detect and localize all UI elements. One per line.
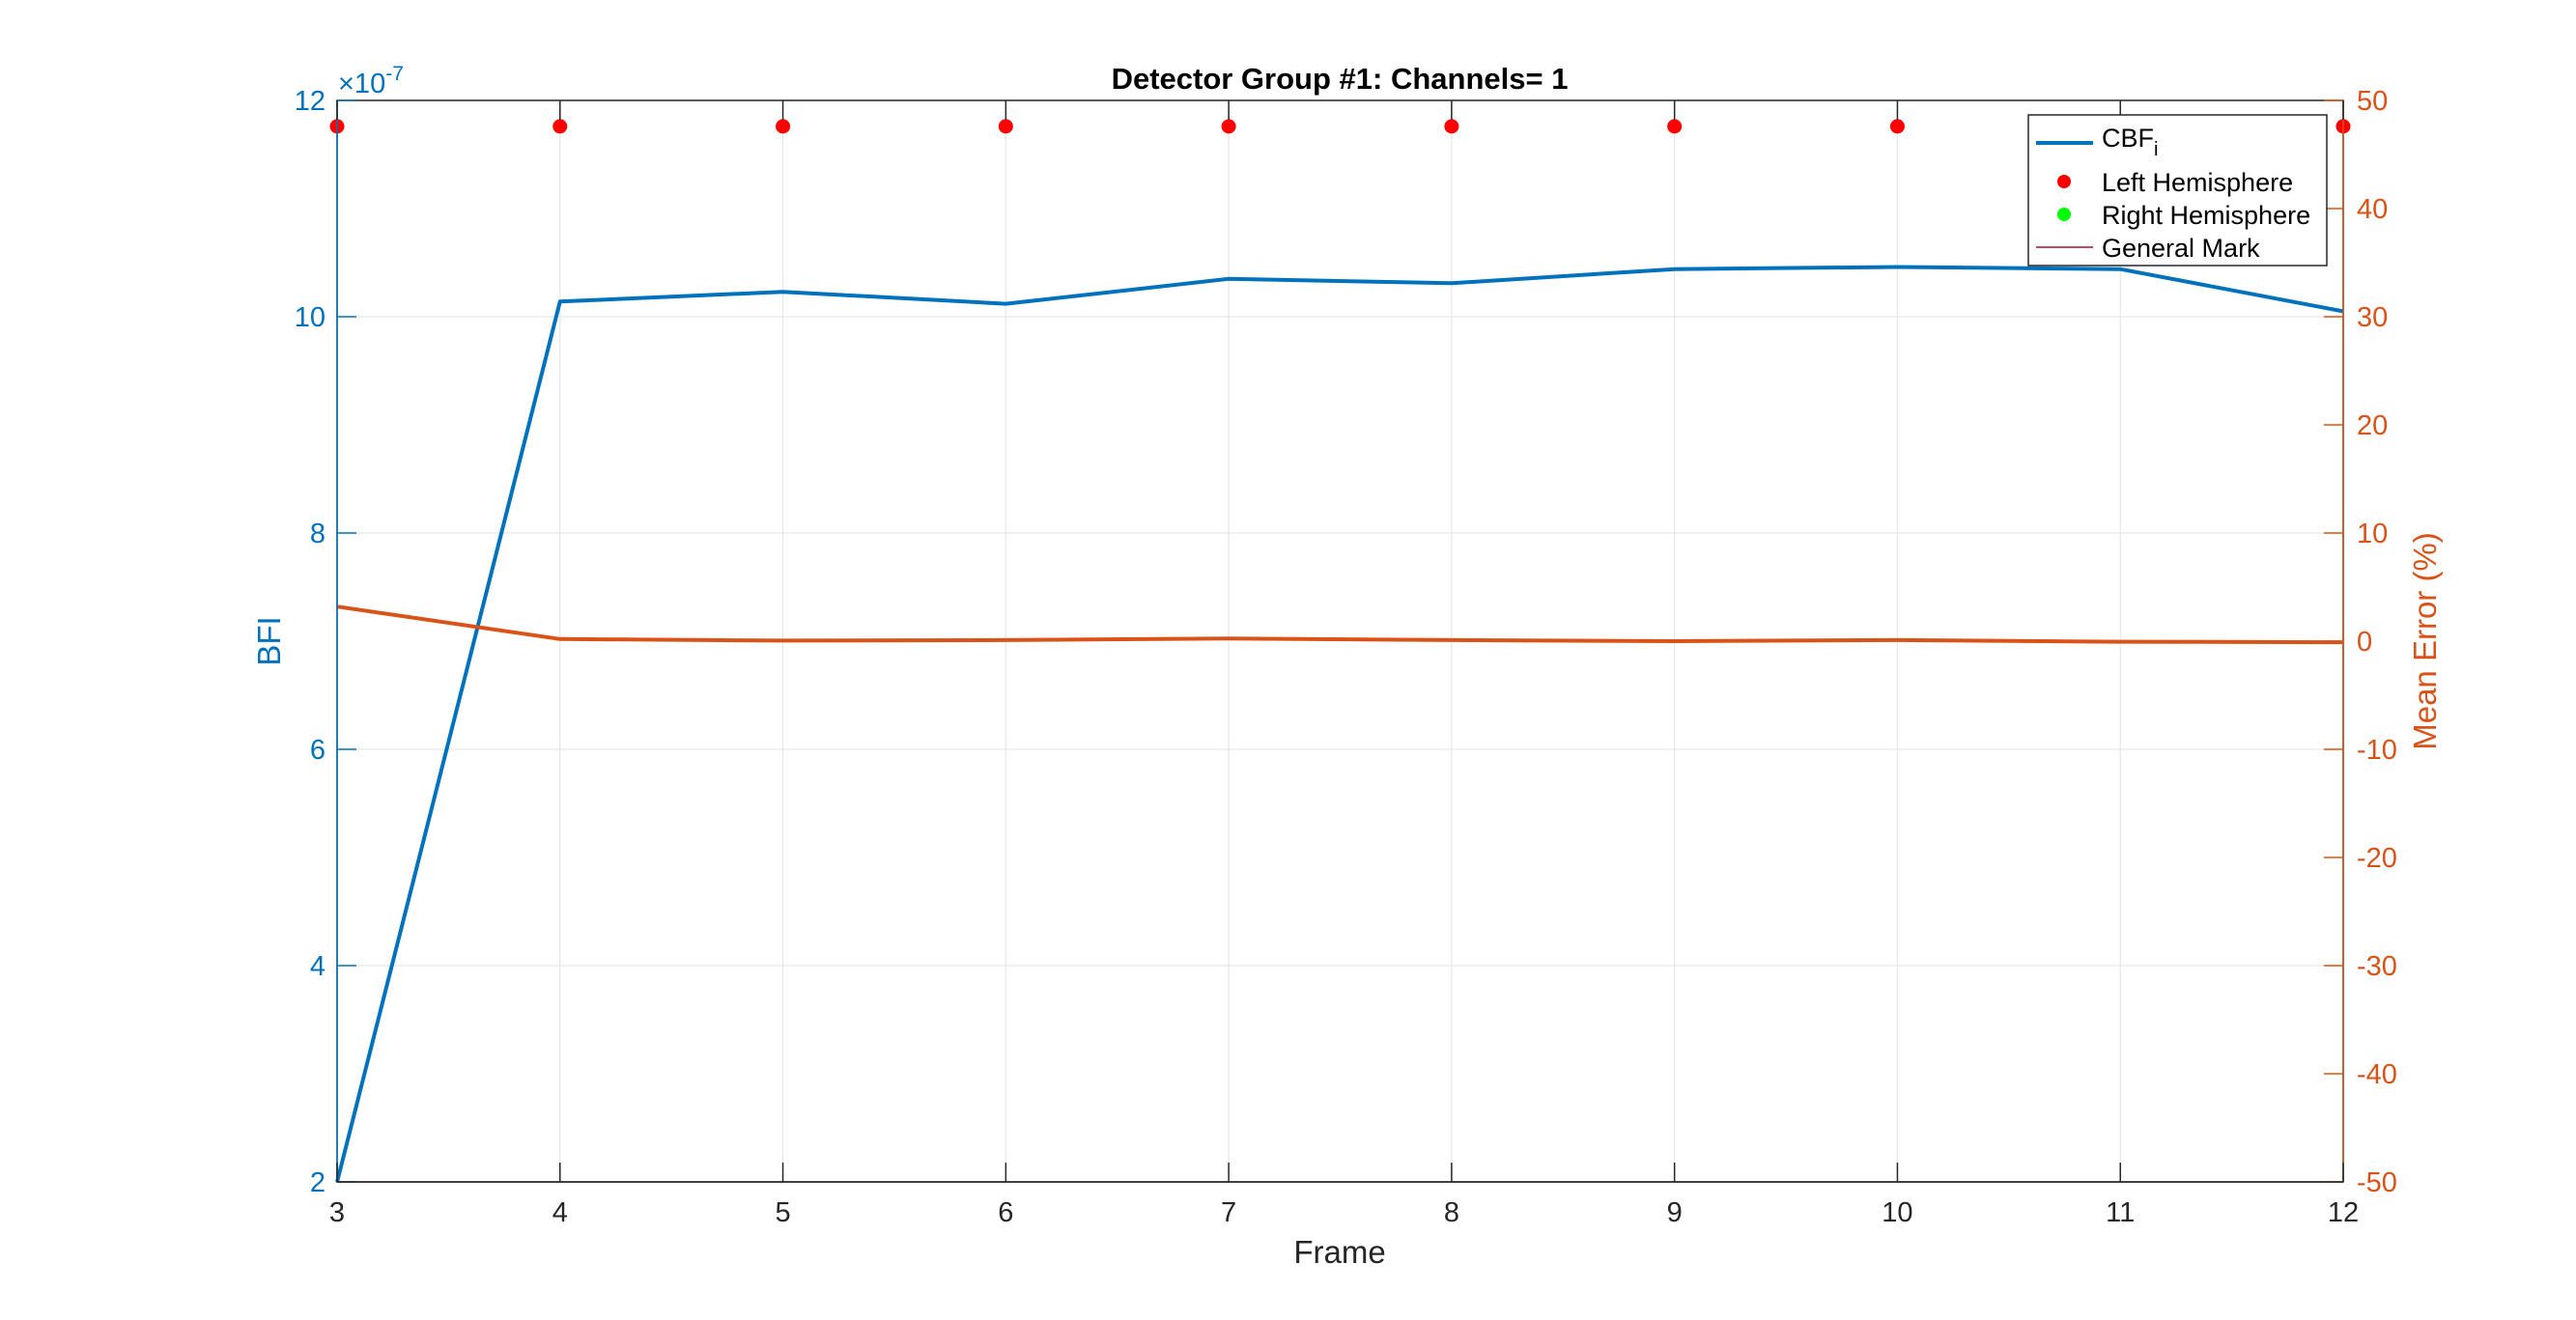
right-axis-tick-label: 40 [2357, 194, 2388, 225]
left-axis-label: BFI [251, 616, 287, 665]
right-axis-tick-label: 0 [2357, 627, 2372, 658]
series-layer [329, 119, 2351, 1183]
exponent-power: -7 [385, 63, 404, 85]
legend-label-right-hemisphere: Right Hemisphere [2102, 201, 2310, 230]
right-axis-tick-label: -10 [2357, 735, 2397, 766]
x-axis-tick-label: 6 [998, 1197, 1013, 1228]
legend-label-cbf-main: CBF [2102, 124, 2154, 153]
x-axis-tick-label: 8 [1444, 1197, 1459, 1228]
x-axis-tick-label: 3 [329, 1197, 345, 1228]
left-axis-tick-label: 10 [295, 302, 326, 333]
left-hemisphere-marker [998, 119, 1013, 134]
legend-label-general-mark: General Mark [2102, 234, 2260, 263]
x-axis-tick-label: 5 [775, 1197, 790, 1228]
x-axis-tick-label: 12 [2328, 1197, 2359, 1228]
right-axis-tick-label: -20 [2357, 843, 2397, 874]
left-axis-tick-label: 8 [310, 519, 326, 549]
left-hemisphere-marker [776, 119, 791, 134]
left-axis-exponent: ×10-7 [338, 63, 404, 99]
legend-box [2027, 114, 2328, 267]
legend: CBFi Left Hemisphere Right Hemisphere Ge… [2027, 114, 2328, 267]
right-axis-tick-label: 50 [2357, 86, 2388, 117]
x-axis-tick-label: 7 [1221, 1197, 1236, 1228]
series-line-cbf [335, 265, 2344, 1183]
x-axis-label: Frame [1293, 1234, 1385, 1270]
x-axis-tick-label: 4 [552, 1197, 568, 1228]
left-axis-tick-label: 12 [295, 86, 326, 117]
left-hemisphere-marker [552, 119, 568, 134]
right-axis-tick-label: 30 [2357, 302, 2388, 333]
legend-label-cbf-sub: i [2154, 139, 2158, 160]
left-hemisphere-marker [1667, 119, 1683, 134]
exponent-base: ×10 [338, 69, 385, 99]
left-hemisphere-marker [1221, 119, 1236, 134]
left-hemisphere-marker [1444, 119, 1459, 134]
series-line-mean-error [336, 604, 2344, 645]
right-axis-label: Mean Error (%) [2407, 532, 2443, 750]
legend-swatch-left-hemisphere [2057, 175, 2071, 188]
x-axis-tick-label: 9 [1667, 1197, 1683, 1228]
x-axis-tick-label: 11 [2106, 1197, 2135, 1228]
svg-text:×10-7: ×10-7 [338, 63, 404, 99]
left-hemisphere-marker [1889, 119, 1905, 134]
left-axis-tick-label: 2 [310, 1167, 326, 1198]
left-axis-tick-label: 6 [310, 735, 326, 766]
legend-swatch-right-hemisphere [2057, 208, 2071, 221]
right-axis-tick-label: 10 [2357, 519, 2388, 549]
chart-title: Detector Group #1: Channels= 1 [1112, 62, 1569, 96]
right-axis-tick-label: -30 [2357, 951, 2397, 982]
left-axis-tick-label: 4 [310, 951, 326, 982]
right-axis-tick-label: -50 [2357, 1167, 2397, 1198]
legend-label-left-hemisphere: Left Hemisphere [2102, 168, 2293, 197]
right-axis-tick-label: -40 [2357, 1059, 2397, 1090]
legend-label-cbf: CBFi [2102, 124, 2158, 160]
right-axis-tick-label: 20 [2357, 410, 2388, 441]
x-axis-tick-label: 10 [1882, 1197, 1912, 1228]
